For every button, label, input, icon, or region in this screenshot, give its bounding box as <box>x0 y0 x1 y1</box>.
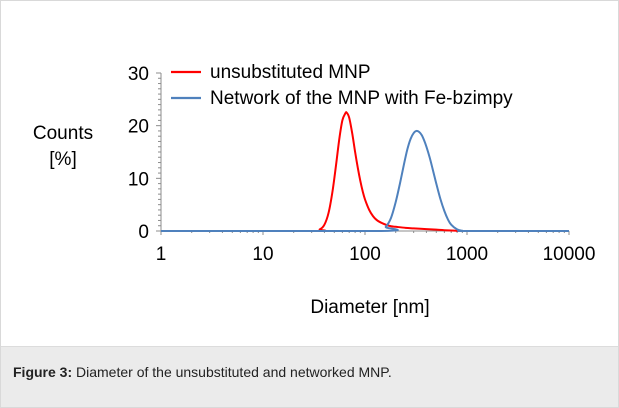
legend-label-network: Network of the MNP with Fe-bzimpy <box>210 88 513 109</box>
y-tick-label: 10 <box>128 169 149 190</box>
x-axis-label: Diameter [nm] <box>310 297 429 318</box>
y-axis-label-line-1: Counts <box>33 123 93 144</box>
figure-caption: Figure 3: Diameter of the unsubstituted … <box>1 346 618 407</box>
series-line-network <box>160 129 569 233</box>
series-line-unsubstituted <box>160 111 569 233</box>
y-tick-label: 20 <box>128 117 149 138</box>
legend-label-unsubstituted: unsubstituted MNP <box>210 62 371 83</box>
caption-text: Diameter of the unsubstituted and networ… <box>72 364 392 380</box>
x-tick-label: 10 <box>252 244 273 265</box>
caption-label: Figure 3: <box>13 364 73 380</box>
x-tick-label: 100 <box>349 244 381 265</box>
y-tick-label: 0 <box>138 222 149 243</box>
chart-svg: Counts [%] Diameter [nm] 0 10 20 30 1 10 100 10… <box>33 62 596 318</box>
y-axis-label-line-2: [%] <box>49 149 76 170</box>
chart-area: Counts [%] Diameter [nm] 0 10 20 30 1 10 100 10… <box>1 1 618 346</box>
x-tick-label: 1 <box>156 244 167 265</box>
x-tick-label: 1000 <box>446 244 488 265</box>
y-tick-label: 30 <box>128 64 149 85</box>
legend: unsubstituted MNP Network of the MNP wit… <box>171 62 513 109</box>
x-tick-label: 10000 <box>543 244 596 265</box>
